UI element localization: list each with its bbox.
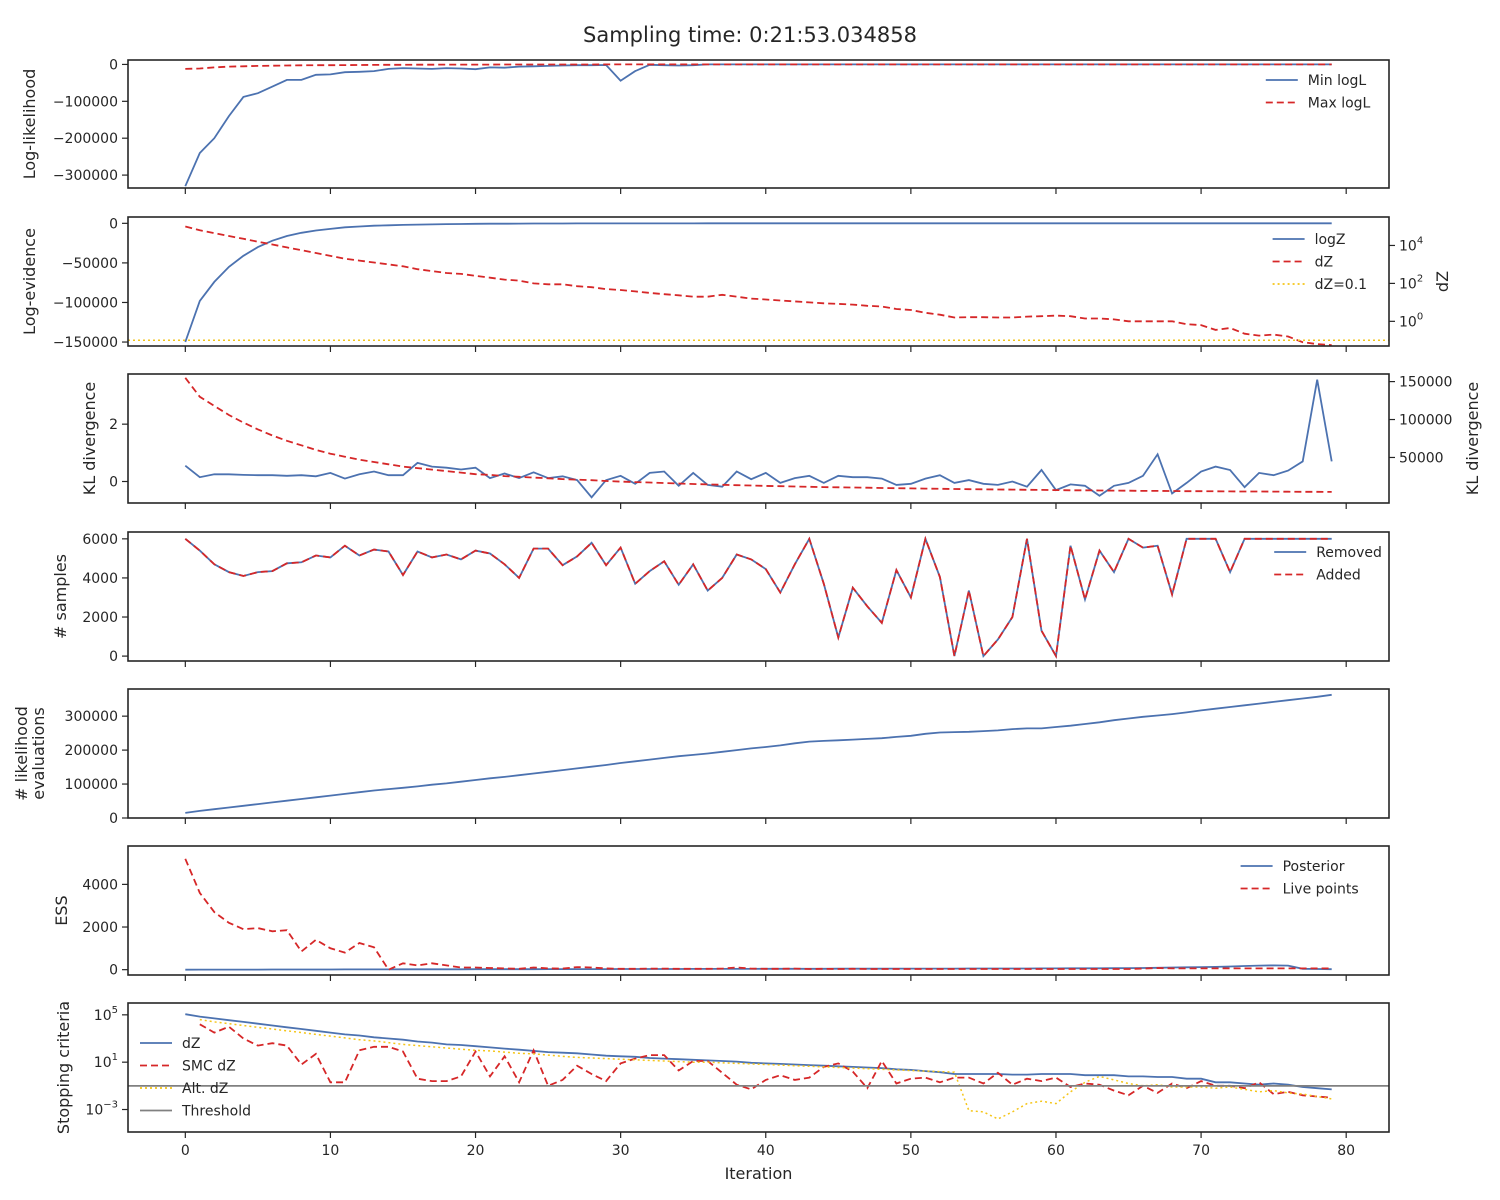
series-group: [184, 377, 1333, 499]
y-axis-label: evaluations: [29, 707, 48, 800]
y-tick-label: −150000: [53, 335, 118, 351]
axes-frame: [127, 531, 1390, 662]
axes-frame: [127, 845, 1390, 976]
x-tick-label: 10: [322, 1143, 340, 1159]
y-tick-label: 2000: [82, 920, 118, 936]
series-group: [184, 858, 1332, 971]
series-line-added: [184, 535, 1332, 659]
y-tick-label: 4000: [82, 571, 118, 587]
y-tick-label: −300000: [53, 168, 118, 184]
x-tick-label: 60: [1047, 1143, 1065, 1159]
y2-axis-label: dZ: [1433, 271, 1452, 292]
x-tick-label: 40: [757, 1143, 775, 1159]
series-line-p3-0: [184, 379, 1333, 499]
series-group: [185, 693, 1332, 814]
series-group: [128, 222, 1389, 346]
panel-5: 0 100000 200000 300000 # likelihoodevaluatio…: [12, 688, 1390, 827]
panels: 0 −100000 −200000 −300000 Log-likelihood Min …: [12, 57, 1482, 1183]
y-tick-label: 100000: [65, 777, 118, 793]
y-tick-label: 0: [109, 57, 118, 73]
x-axis-label: Iteration: [725, 1164, 793, 1183]
y2-tick-label: 102: [1399, 273, 1423, 292]
y-axis-label: Log-evidence: [20, 228, 39, 335]
y-tick-label: 2: [109, 417, 118, 433]
legend-label: Posterior: [1283, 859, 1345, 875]
y-axis-label: # likelihood: [12, 706, 31, 801]
y-tick-label: 0: [109, 963, 118, 979]
y-axis-label: KL divergence: [80, 382, 99, 495]
x-tick-label: 20: [467, 1143, 485, 1159]
y-tick-label: −100000: [53, 94, 118, 110]
y-tick-label: −200000: [53, 131, 118, 147]
figure-title: Sampling time: 0:21:53.034858: [583, 23, 917, 47]
y2-tick-label: 100: [1399, 311, 1423, 330]
legend-label: Alt. dZ: [182, 1081, 228, 1097]
y-tick-label: 6000: [82, 532, 118, 548]
y-tick-label: 0: [109, 649, 118, 665]
y-tick-label: 0: [109, 216, 118, 232]
y-axis-label: # samples: [51, 554, 70, 639]
y-axis-label: ESS: [52, 895, 71, 925]
series-line-dz: [185, 1013, 1332, 1091]
y2-axis-label: KL divergence: [1463, 382, 1482, 495]
legend-label: logZ: [1315, 232, 1346, 248]
y2-tick-label: 100000: [1399, 413, 1452, 429]
legend-label: dZ: [182, 1036, 200, 1052]
y-tick-label: 10−3: [85, 1100, 118, 1119]
y-tick-label: −50000: [62, 256, 118, 272]
panel-7: 105 101 10−3 0 10 20 30 40 50 60 70 80 Iteration Stop…: [54, 1001, 1390, 1183]
y-tick-label: 300000: [65, 709, 118, 725]
y-tick-label: 200000: [65, 743, 118, 759]
legend-label: Min logL: [1308, 73, 1367, 89]
series-line-logz: [184, 222, 1332, 343]
legend-label: Threshold: [181, 1104, 251, 1120]
panel-1: 0 −100000 −200000 −300000 Log-likelihood Min …: [20, 57, 1390, 194]
x-tick-label: 70: [1192, 1143, 1210, 1159]
x-tick-label: 30: [612, 1143, 630, 1159]
y-tick-label: 0: [109, 811, 118, 827]
y-tick-label: 0: [109, 475, 118, 491]
legend-label: SMC dZ: [182, 1059, 236, 1075]
series-line-max-logl: [185, 63, 1332, 70]
series-line-removed: [184, 535, 1332, 659]
y-axis-label: Stopping criteria: [54, 1001, 73, 1134]
panel-6: 0 2000 4000 ESS Posterior Live points: [52, 845, 1390, 981]
x-tick-label: 0: [181, 1143, 190, 1159]
legend-label: Removed: [1316, 545, 1382, 561]
y2-tick-label: 50000: [1399, 450, 1444, 466]
legend-label: dZ=0.1: [1315, 277, 1367, 293]
axes-frame: [127, 216, 1390, 347]
panel-4: 0 2000 4000 6000 # samples Removed Added: [51, 531, 1390, 667]
axes-frame: [127, 373, 1390, 504]
legend-label: Added: [1316, 568, 1361, 584]
axes-frame: [127, 1002, 1390, 1133]
series-line-p3-1: [184, 377, 1332, 493]
legend-label: Max logL: [1308, 96, 1371, 112]
legend-label: Live points: [1283, 882, 1359, 898]
series-group: [184, 535, 1332, 659]
panel-2: 0 −50000 −100000 −150000 100 102 104 dZ Log-evid…: [20, 216, 1452, 352]
axes-frame: [127, 688, 1390, 819]
y-tick-label: 105: [94, 1005, 118, 1024]
series-line-dz: [185, 225, 1332, 346]
y-tick-label: 2000: [82, 610, 118, 626]
x-tick-label: 80: [1337, 1143, 1355, 1159]
x-tick-label: 50: [902, 1143, 920, 1159]
series-line-min-logl: [184, 63, 1332, 187]
series-line-p5-0: [185, 693, 1332, 814]
y2-tick-label: 104: [1399, 235, 1423, 254]
y2-tick-label: 150000: [1399, 375, 1452, 391]
series-line-live-points: [184, 858, 1332, 971]
series-group: [128, 1013, 1389, 1120]
series-line-alt-dz: [199, 1018, 1332, 1120]
y-axis-label: Log-likelihood: [20, 69, 39, 180]
y-tick-label: −100000: [53, 295, 118, 311]
panel-3: 0 2 50000 100000 150000 KL divergence KL diver…: [80, 373, 1482, 509]
axes-frame: [127, 59, 1390, 189]
legend-label: dZ: [1315, 255, 1333, 271]
y-tick-label: 4000: [82, 877, 118, 893]
series-group: [184, 63, 1332, 187]
y-tick-label: 101: [94, 1052, 118, 1071]
